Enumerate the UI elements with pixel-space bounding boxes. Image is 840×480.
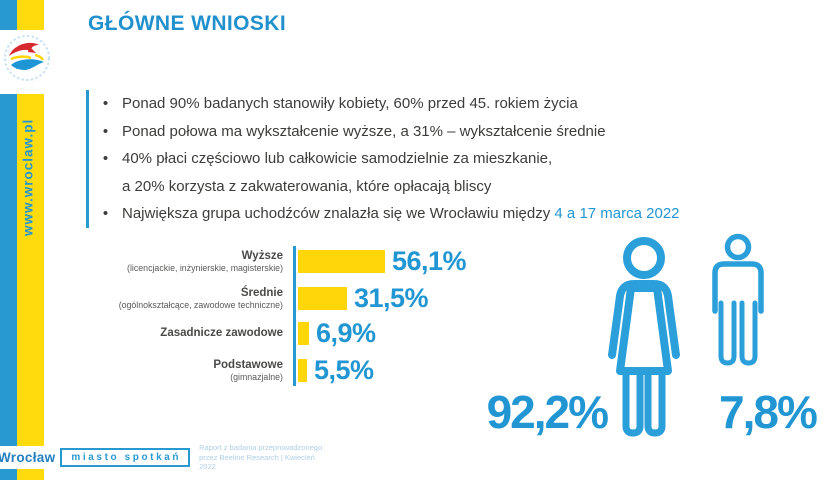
bullet-icon: • bbox=[102, 122, 109, 140]
footer: Wrocław miasto spotkań Raport z badania … bbox=[0, 443, 330, 472]
footer-tagline-box: miasto spotkań bbox=[60, 448, 191, 467]
sidebar-stripe-blue bbox=[0, 0, 17, 480]
footer-brand-wroclaw: Wrocław bbox=[0, 450, 56, 465]
bullet-icon: • bbox=[102, 95, 109, 112]
footer-source-line2: przez Beeline Research | Kwiecień 2022 bbox=[199, 452, 315, 472]
male-figure-icon bbox=[712, 233, 764, 369]
key-findings-list: • Ponad 90% badanych stanowiły kobiety, … bbox=[86, 90, 749, 228]
list-item: • 40% płaci częściowo lub całkowicie sam… bbox=[89, 145, 749, 173]
female-percentage: 92,2% bbox=[486, 386, 609, 438]
category-name: Zasadnicze zawodowe bbox=[160, 327, 283, 339]
education-bar-chart: Wyższe (licencjackie, inżynierskie, magis… bbox=[105, 244, 485, 390]
female-figure-icon bbox=[600, 234, 688, 440]
bullet-text-plain: Największa grupa uchodźców znalazła się … bbox=[122, 205, 555, 223]
bullet-text: Ponad 90% badanych stanowiły kobiety, 60… bbox=[122, 95, 578, 112]
category-sublabel: (licencjackie, inżynierskie, magisterski… bbox=[127, 262, 283, 273]
list-item: • Ponad połowa ma wykształcenie wyższe, … bbox=[89, 118, 749, 146]
chart-category-label: Średnie (ogólnokształcące, zawodowe techn… bbox=[105, 286, 283, 311]
list-item-continuation: a 20% korzysta z zakwaterowania, które o… bbox=[122, 177, 492, 195]
footer-source-note: Raport z badania przeprowadzonego przez … bbox=[199, 443, 330, 472]
chart-bar bbox=[298, 250, 385, 273]
male-percentage: 7,8% bbox=[719, 386, 818, 438]
bullet-text: Ponad połowa ma wykształcenie wyższe, a … bbox=[122, 122, 606, 140]
sidebar-url-label: www.wroclaw.pl bbox=[20, 118, 36, 236]
bullet-icon: • bbox=[102, 205, 109, 223]
chart-bar bbox=[298, 359, 307, 382]
chart-category-label: Zasadnicze zawodowe bbox=[105, 321, 283, 346]
chart-bar bbox=[298, 287, 347, 310]
list-item: • Największa grupa uchodźców znalazła si… bbox=[89, 200, 749, 228]
bullet-text: 40% płaci częściowo lub całkowicie samod… bbox=[122, 150, 553, 168]
category-name: Wyższe bbox=[241, 249, 283, 262]
category-name: Średnie bbox=[240, 286, 283, 299]
bullet-text: Największa grupa uchodźców znalazła się … bbox=[122, 200, 749, 228]
chart-category-label: Wyższe (licencjackie, inżynierskie, magis… bbox=[105, 249, 283, 274]
footer-source-line1: Raport z badania przeprowadzonego bbox=[199, 443, 323, 453]
highlighted-date: 4 a 17 marca 2022 bbox=[554, 205, 680, 223]
page-title: GŁÓWNE WNIOSKI bbox=[88, 12, 287, 35]
chart-value-label: 31,5% bbox=[354, 283, 429, 313]
bullet-icon: • bbox=[102, 150, 109, 168]
chart-value-label: 6,9% bbox=[316, 318, 376, 348]
chart-bar bbox=[298, 322, 309, 345]
chart-value-label: 5,5% bbox=[314, 355, 374, 385]
list-item: • Ponad 90% badanych stanowiły kobiety, … bbox=[89, 90, 749, 118]
category-name: Podstawowe bbox=[213, 358, 283, 371]
category-sublabel: (ogólnokształcące, zawodowe techniczne) bbox=[118, 299, 283, 310]
chart-value-label: 56,1% bbox=[392, 246, 467, 276]
chart-category-label: Podstawowe (gimnazjalne) bbox=[105, 358, 283, 383]
wroclaw-city-logo bbox=[0, 30, 58, 94]
chart-axis-line bbox=[293, 246, 296, 386]
category-sublabel: (gimnazjalne) bbox=[230, 371, 283, 382]
wroclaw-logo-icon bbox=[4, 35, 50, 81]
